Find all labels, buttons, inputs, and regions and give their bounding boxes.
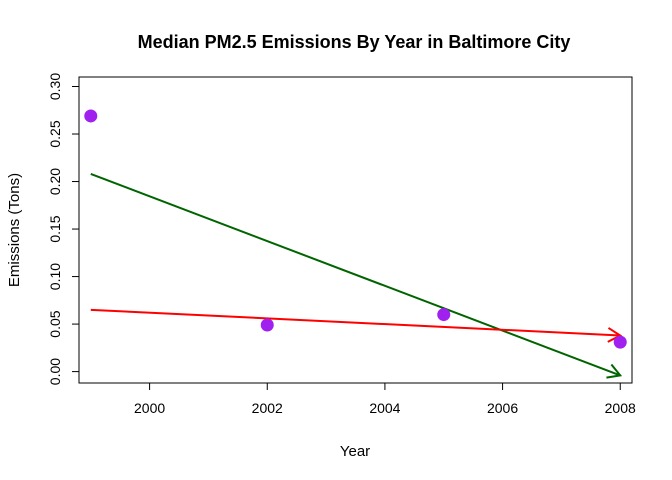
x-tick-label: 2008 <box>605 400 636 416</box>
data-points <box>84 109 627 349</box>
trend-arrow <box>90 308 623 343</box>
trend-arrow-head <box>606 363 623 379</box>
x-tick-label: 2006 <box>487 400 518 416</box>
trend-arrow-shaft <box>90 308 621 337</box>
y-tick-label: 0.00 <box>47 358 63 385</box>
x-tick-label: 2004 <box>369 400 400 416</box>
trend-arrow-shaft <box>90 172 621 377</box>
trend-arrow-head <box>607 327 623 343</box>
y-axis: 0.00 0.05 0.10 0.15 0.20 0.25 0.30 <box>47 73 80 385</box>
chart-title: Median PM2.5 Emissions By Year in Baltim… <box>138 32 571 52</box>
data-point <box>84 109 98 123</box>
x-tick-label: 2002 <box>252 400 283 416</box>
data-point <box>437 308 451 322</box>
y-axis-label: Emissions (Tons) <box>6 173 23 287</box>
data-point <box>613 335 627 349</box>
trend-arrows <box>90 172 623 379</box>
x-tick-label: 2000 <box>134 400 165 416</box>
y-tick-label: 0.30 <box>47 73 63 100</box>
trend-arrow <box>90 172 623 379</box>
data-point <box>260 318 274 332</box>
x-axis: 2000 2002 2004 2006 2008 <box>134 382 636 416</box>
y-tick-label: 0.25 <box>47 120 63 147</box>
y-tick-label: 0.20 <box>47 168 63 195</box>
plot-box <box>78 76 633 384</box>
y-tick-label: 0.15 <box>47 215 63 242</box>
y-tick-label: 0.10 <box>47 263 63 290</box>
y-tick-label: 0.05 <box>47 310 63 337</box>
x-axis-label: Year <box>340 443 370 460</box>
